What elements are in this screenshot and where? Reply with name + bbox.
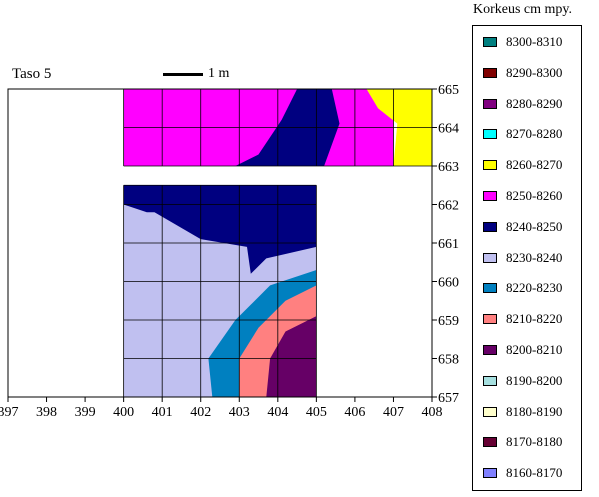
legend-item: 8210-8220 (483, 311, 563, 327)
legend-swatch (483, 375, 497, 386)
legend-item: 8290-8300 (483, 64, 563, 80)
legend-item: 8230-8240 (483, 249, 563, 265)
legend: 8300-8310 8290-8300 8280-8290 8270-8280 8260… (472, 25, 582, 491)
legend-item: 8240-8250 (483, 218, 563, 234)
x-tick-label: 405 (306, 405, 327, 420)
y-tick-label: 660 (438, 276, 459, 291)
y-tick-label: 664 (438, 122, 459, 137)
legend-swatch (483, 406, 497, 417)
y-tick-label: 662 (438, 199, 459, 214)
legend-swatch (483, 221, 497, 232)
legend-swatch (483, 191, 497, 201)
x-tick-label: 407 (383, 405, 404, 420)
legend-label: 8230-8240 (506, 249, 563, 265)
legend-label: 8190-8200 (506, 372, 563, 388)
legend-label: 8160-8170 (506, 465, 563, 481)
legend-label: 8200-8210 (506, 342, 563, 357)
legend-item: 8300-8310 (483, 34, 563, 49)
legend-item: 8250-8260 (483, 188, 563, 203)
legend-label: 8280-8290 (506, 95, 563, 111)
legend-swatch (483, 283, 497, 294)
legend-item: 8190-8200 (483, 372, 563, 388)
y-tick-label: 661 (438, 237, 459, 252)
legend-label: 8210-8220 (506, 311, 563, 327)
legend-swatch (483, 345, 497, 355)
legend-item: 8180-8190 (483, 403, 563, 419)
legend-label: 8170-8180 (506, 434, 563, 450)
y-axis-ticks: 657 658 659 660 661 662 663 664 665 (432, 83, 459, 406)
legend-item: 8160-8170 (483, 465, 563, 481)
legend-label: 8220-8230 (506, 280, 563, 296)
x-tick-label: 400 (113, 405, 134, 420)
legend-swatch (483, 67, 497, 78)
legend-label: 8240-8250 (506, 218, 563, 234)
x-tick-label: 404 (267, 405, 288, 420)
legend-item: 8200-8210 (483, 342, 563, 357)
legend-swatch (483, 37, 497, 47)
legend-swatch (483, 314, 497, 325)
x-tick-label: 401 (152, 405, 173, 420)
y-tick-label: 659 (438, 314, 459, 329)
legend-swatch (483, 160, 497, 171)
legend-label: 8270-8280 (506, 126, 563, 142)
legend-swatch (483, 252, 497, 263)
legend-swatch (483, 129, 497, 140)
x-tick-label: 408 (422, 405, 443, 420)
legend-title: Korkeus cm mpy. (473, 2, 573, 17)
legend-label: 8260-8270 (506, 157, 563, 173)
x-tick-label: 397 (0, 405, 19, 420)
y-tick-label: 658 (438, 353, 459, 368)
scale-bar (163, 73, 203, 76)
x-tick-label: 398 (36, 405, 57, 420)
legend-label: 8300-8310 (506, 34, 563, 49)
legend-swatch (483, 437, 497, 448)
legend-label: 8180-8190 (506, 403, 563, 419)
x-tick-label: 403 (229, 405, 250, 420)
y-tick-label: 657 (438, 391, 459, 406)
legend-label: 8250-8260 (506, 188, 563, 203)
contour-region-8200-8210 (266, 316, 317, 397)
y-tick-label: 663 (438, 160, 459, 175)
contour-region-8240-8250 (123, 185, 317, 274)
y-tick-label: 665 (438, 83, 459, 98)
legend-item: 8280-8290 (483, 95, 563, 111)
legend-item: 8260-8270 (483, 157, 563, 173)
legend-item: 8170-8180 (483, 434, 563, 450)
chart-title: Taso 5 (12, 66, 52, 82)
scale-label: 1 m (208, 66, 230, 81)
x-tick-label: 402 (190, 405, 211, 420)
legend-item: 8220-8230 (483, 280, 563, 296)
legend-swatch (483, 98, 497, 109)
x-tick-label: 406 (344, 405, 365, 420)
legend-item: 8270-8280 (483, 126, 563, 142)
legend-label: 8290-8300 (506, 64, 563, 80)
legend-swatch (483, 468, 497, 479)
x-tick-label: 399 (75, 405, 96, 420)
x-axis-ticks: 397 398 399 400 401 402 403 404 405 406 407 408 (0, 397, 443, 420)
contour-regions (123, 89, 432, 397)
